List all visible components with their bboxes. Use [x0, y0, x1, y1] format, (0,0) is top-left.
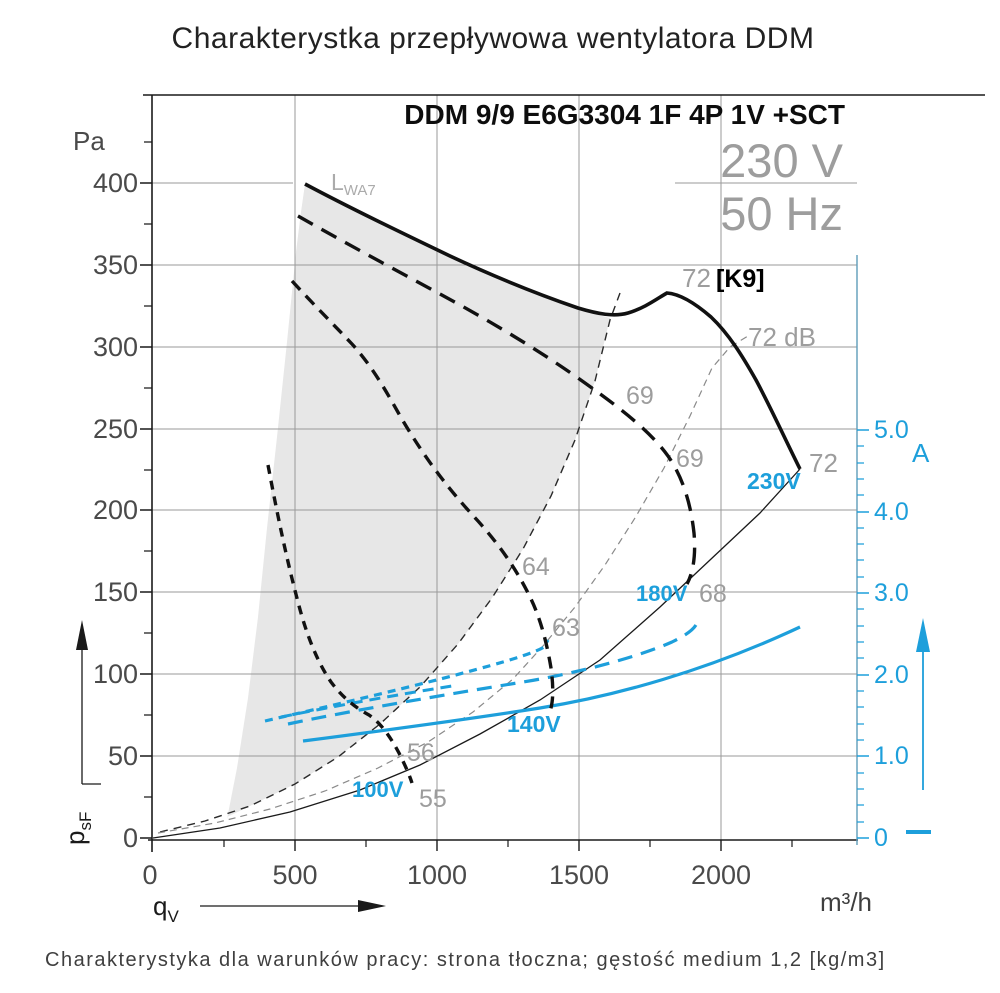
pressure-tick-0: 0: [123, 823, 138, 853]
current-unit-label: A: [912, 438, 930, 468]
page-title: Charakterystka przepływowa wentylatora D…: [172, 22, 815, 55]
pressure-axis-arrow: [76, 620, 101, 785]
pressure-curve-140v: [290, 279, 555, 715]
noise-56: 56: [407, 739, 435, 767]
voltage-label-180v: 180V: [636, 581, 688, 606]
noise-64: 64: [522, 553, 550, 581]
current-minor-ticks: [857, 445, 864, 823]
noise-69-a: 69: [626, 382, 654, 410]
pressure-tick-400: 400: [93, 168, 138, 198]
pressure-tick-350: 350: [93, 250, 138, 280]
flow-tick-labels: 0 500 1000 1500 2000: [142, 860, 751, 890]
k9-label: [K9]: [716, 265, 765, 293]
noise-55: 55: [419, 785, 447, 813]
pressure-tick-250: 250: [93, 414, 138, 444]
current-tick-labels: 5.0 4.0 3.0 2.0 1.0 0: [874, 416, 909, 852]
pressure-curve-230v: [304, 182, 802, 470]
db72-parabola: [157, 335, 749, 834]
pressure-tick-50: 50: [108, 741, 138, 771]
flow-axis-arrow: [200, 900, 386, 912]
pressure-curve-180v: [297, 214, 697, 585]
pressure-unit-label: Pa: [73, 126, 105, 156]
current-tick-4: 4.0: [874, 498, 909, 526]
pressure-symbol: psF: [60, 812, 95, 845]
flow-tick-0: 0: [142, 860, 157, 890]
voltage-header: 230 V: [720, 134, 843, 187]
operating-area-shading: [227, 184, 610, 819]
current-tick-0: 0: [874, 824, 888, 852]
noise-69-b: 69: [676, 445, 704, 473]
flow-tick-500: 500: [272, 860, 317, 890]
v-gridlines: [294, 95, 722, 840]
flow-tick-1500: 1500: [549, 860, 609, 890]
pressure-minor-ticks: [144, 141, 152, 798]
current-major-ticks: [857, 429, 869, 839]
pressure-tick-labels: 400 350 300 250 200 150 100 50 0: [93, 168, 138, 853]
voltage-label-140v: 140V: [507, 711, 561, 737]
current-tick-2: 2.0: [874, 661, 909, 689]
current-curve-140v: [264, 639, 550, 723]
current-tick-5: 5.0: [874, 416, 909, 444]
voltage-label-100v: 100V: [352, 777, 404, 802]
noise-72-end: 72: [809, 448, 838, 478]
pressure-tick-100: 100: [93, 659, 138, 689]
voltage-label-230v: 230V: [747, 468, 801, 494]
model-header: DDM 9/9 E6G3304 1F 4P 1V +SCT: [404, 99, 845, 130]
flow-symbol: qV: [153, 891, 179, 926]
lwa-label: LWA7: [331, 169, 376, 199]
pressure-tick-150: 150: [93, 577, 138, 607]
current-curve-230v: [302, 625, 801, 743]
flow-unit-label: m³/h: [820, 887, 872, 917]
noise-72-db: 72 dB: [748, 322, 816, 352]
flow-symbol-sub: V: [167, 907, 179, 926]
current-tick-3: 3.0: [874, 579, 909, 607]
flow-tick-2000: 2000: [691, 860, 751, 890]
flow-major-ticks: [294, 840, 722, 851]
flow-tick-1000: 1000: [407, 860, 467, 890]
pressure-symbol-sub: sF: [76, 812, 95, 831]
frequency-header: 50 Hz: [720, 187, 843, 240]
operating-limit-parabola: [159, 292, 621, 833]
lwa-sub: WA7: [344, 182, 376, 199]
caption: Charakterystyka dla warunków pracy: stro…: [45, 949, 886, 971]
flow-minor-ticks: [223, 840, 793, 847]
noise-72-top: 72: [682, 263, 711, 293]
pressure-tick-300: 300: [93, 332, 138, 362]
pressure-curve-100v: [266, 464, 414, 784]
pressure-major-ticks: [140, 182, 152, 839]
noise-68: 68: [699, 580, 727, 608]
noise-63: 63: [552, 614, 580, 642]
current-tick-1: 1.0: [874, 742, 909, 770]
current-axis-arrow: [916, 618, 930, 790]
current-curve-100v: [280, 684, 453, 719]
pressure-tick-200: 200: [93, 495, 138, 525]
free-flow-line: [152, 468, 801, 839]
h-gridlines: [152, 182, 857, 757]
